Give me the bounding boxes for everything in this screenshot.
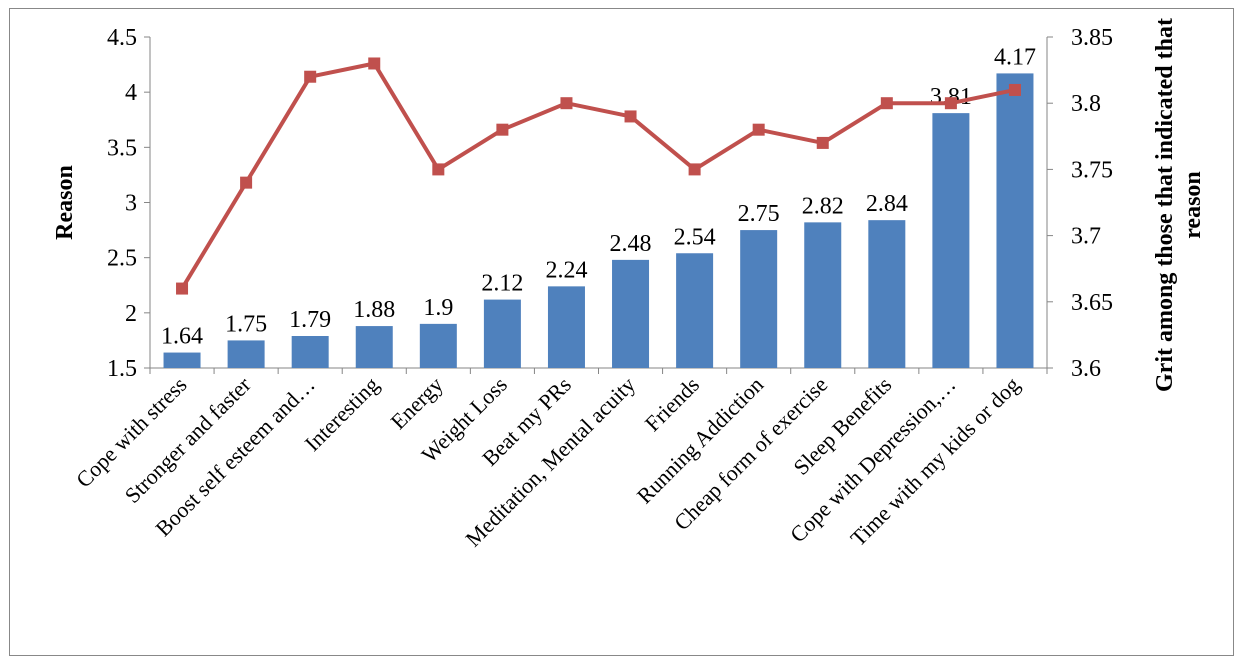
bar-data-label: 1.75 [225,311,267,337]
bar [547,286,585,368]
y2-tick-label: 3.75 [1071,157,1113,183]
bar [163,352,201,368]
bar [740,230,778,368]
bar [612,259,650,368]
grit-marker [1008,83,1021,96]
grit-marker [688,163,701,176]
bar [804,222,842,368]
grit-marker [752,123,765,136]
y2-tick-label: 3.8 [1071,91,1101,117]
y-tick-label: 2.5 [107,246,137,272]
grit-marker [816,136,829,149]
bar [419,323,457,368]
grit-marker [368,57,381,70]
grit-marker [432,163,445,176]
y-axis-title: Reason [52,165,78,240]
bar-data-label: 2.54 [674,224,716,250]
bar-data-label: 1.79 [289,307,331,333]
y-tick-label: 3.5 [107,135,137,161]
bar-data-label: 2.82 [802,193,844,219]
x-category-label: Energy [386,372,448,434]
y2-tick-label: 3.65 [1071,290,1113,316]
grit-marker [496,123,509,136]
bar [483,299,521,368]
grit-marker [944,97,957,110]
y2-axis-title: Grit among those that indicated that [1152,18,1178,392]
grit-line [180,61,1016,290]
grit-marker [176,282,189,295]
x-category-label: Cope with stress [71,372,192,493]
bar-data-label: 1.88 [353,297,395,323]
y2-tick-label: 3.85 [1071,25,1113,51]
bar-data-label: 2.12 [481,271,523,297]
bar-data-label: 2.84 [866,191,908,217]
bar [355,326,393,368]
bar-data-label: 2.48 [610,231,652,257]
bar [227,340,265,368]
bar [291,336,329,368]
y2-tick-label: 3.6 [1071,356,1101,382]
bar [868,220,906,368]
bar [932,113,970,368]
y-tick-label: 4 [125,80,137,106]
grit-marker [624,110,637,123]
bar [996,73,1034,368]
bar [676,253,714,368]
y-tick-label: 3 [125,191,137,217]
grit-marker [240,176,253,189]
bar-data-label: 4.17 [994,44,1036,70]
bar-data-label: 2.24 [545,257,587,283]
y2-axis-title: reason [1180,171,1206,239]
grit-marker [304,70,317,83]
grit-marker [880,97,893,110]
y-tick-label: 2 [125,301,137,327]
y-tick-label: 4.5 [107,25,137,51]
y2-tick-label: 3.7 [1071,224,1101,250]
grit-marker [560,97,573,110]
bar-data-label: 1.9 [423,295,453,321]
bar-data-label: 1.64 [161,324,203,350]
bar-data-label: 2.75 [738,201,780,227]
y-tick-label: 1.5 [107,356,137,382]
